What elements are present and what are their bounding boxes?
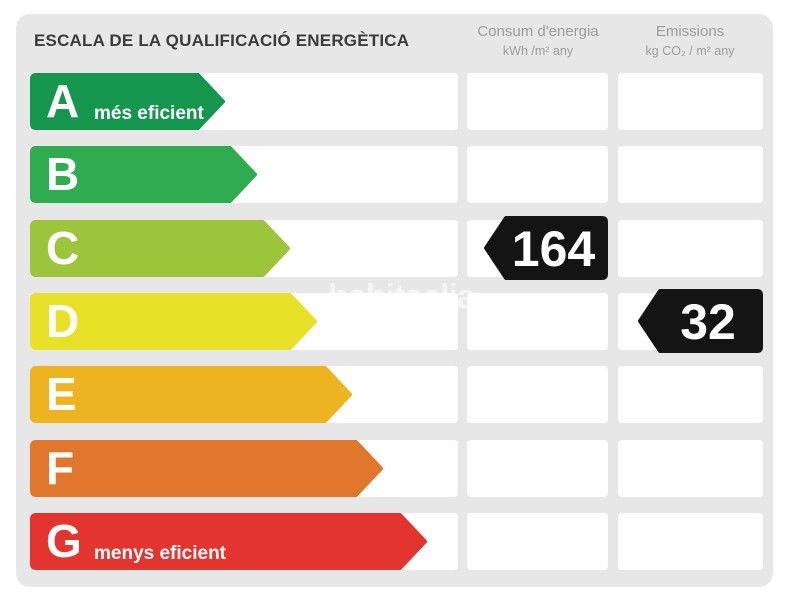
rating-arrow-f: F (30, 440, 383, 497)
emissions-cell (618, 146, 763, 203)
emissions-column-header: Emissions kg CO₂ / m² any (605, 23, 775, 58)
consumption-header-title: Consum d'energia (477, 23, 599, 40)
rating-arrow-d: D (30, 293, 317, 350)
consumption-cell (467, 293, 608, 350)
emissions-value-badge: 32 (638, 289, 763, 353)
rating-letter: A (46, 75, 80, 127)
emissions-header-unit: kg CO₂ / m² any (645, 44, 735, 58)
consumption-cell (467, 366, 608, 423)
rating-letter: B (46, 148, 80, 200)
rating-arrow-b: B (30, 146, 257, 203)
watermark: habitaclia (328, 278, 476, 316)
emissions-cell (618, 366, 763, 423)
emissions-cell (618, 73, 763, 130)
rating-letter: G (46, 515, 82, 567)
rating-letter: D (46, 295, 80, 347)
consumption-cell (467, 146, 608, 203)
rating-note: més eficient (94, 103, 204, 124)
rating-letter: F (46, 442, 75, 494)
rating-note: menys eficient (94, 543, 226, 564)
rating-letter: E (46, 368, 77, 420)
energy-scale-panel: ESCALA DE LA QUALIFICACIÓ ENERGÈTICA Con… (16, 14, 773, 587)
page-title: ESCALA DE LA QUALIFICACIÓ ENERGÈTICA (34, 31, 410, 50)
emissions-cell (618, 513, 763, 570)
consumption-header-unit: kWh /m² any (502, 44, 574, 58)
emissions-header-title: Emissions (655, 23, 725, 40)
emissions-value: 32 (680, 293, 736, 350)
emissions-cell (618, 440, 763, 497)
rating-arrow-c: C (30, 220, 290, 277)
emissions-cell (618, 220, 763, 277)
consumption-value: 164 (511, 220, 596, 277)
rating-arrow-e: E (30, 366, 352, 423)
consumption-column-header: Consum d'energia kWh /m² any (453, 23, 623, 58)
rating-arrow-g: G menys eficient (30, 513, 427, 570)
rating-arrow-a: A més eficient (30, 73, 225, 130)
rating-letter: C (46, 222, 80, 274)
consumption-cell (467, 440, 608, 497)
consumption-cell (467, 513, 608, 570)
consumption-value-badge: 164 (484, 216, 608, 280)
consumption-cell (467, 73, 608, 130)
